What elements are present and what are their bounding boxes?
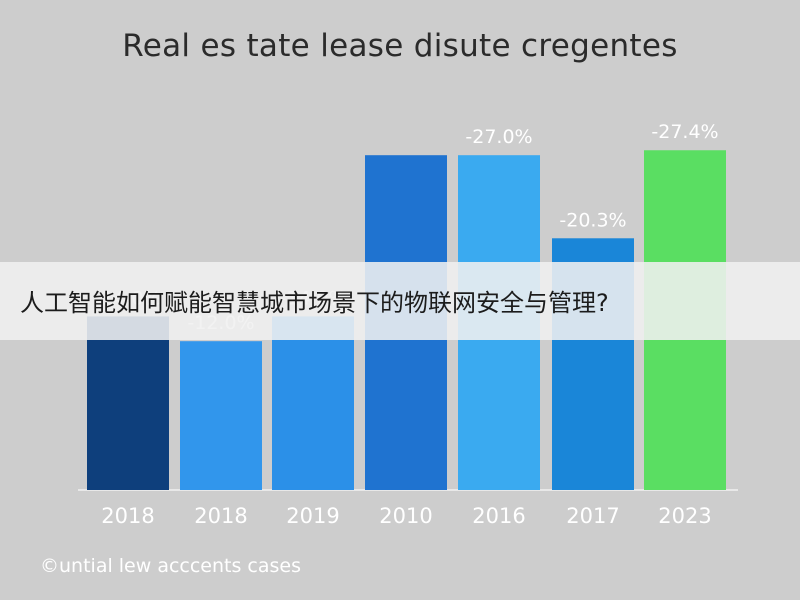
overlay-banner-text: 人工智能如何赋能智慧城市场景下的物联网安全与管理? — [20, 289, 609, 317]
x-tick-label-1: 2018 — [194, 504, 247, 528]
x-tick-label-3: 2010 — [379, 504, 432, 528]
overlay-banner — [0, 262, 800, 340]
bar-value-label-4: -27.0% — [465, 126, 532, 148]
bar-value-label-5: -20.3% — [559, 209, 626, 231]
x-tick-label-4: 2016 — [472, 504, 525, 528]
bar-1 — [180, 341, 262, 490]
x-tick-label-5: 2017 — [566, 504, 619, 528]
bar-0 — [87, 316, 169, 490]
x-tick-label-2: 2019 — [286, 504, 339, 528]
footer-note: ©untial lew acccents cases — [40, 555, 301, 577]
bar-value-label-6: -27.4% — [651, 121, 718, 143]
x-tick-label-6: 2023 — [658, 504, 711, 528]
bar-2 — [272, 316, 354, 490]
x-tick-labels-group: 2018 2018 2019 2010 2016 2017 2023 — [101, 504, 711, 528]
chart-title: Real es tate lease disute cregentes — [122, 28, 678, 64]
x-tick-label-0: 2018 — [101, 504, 154, 528]
